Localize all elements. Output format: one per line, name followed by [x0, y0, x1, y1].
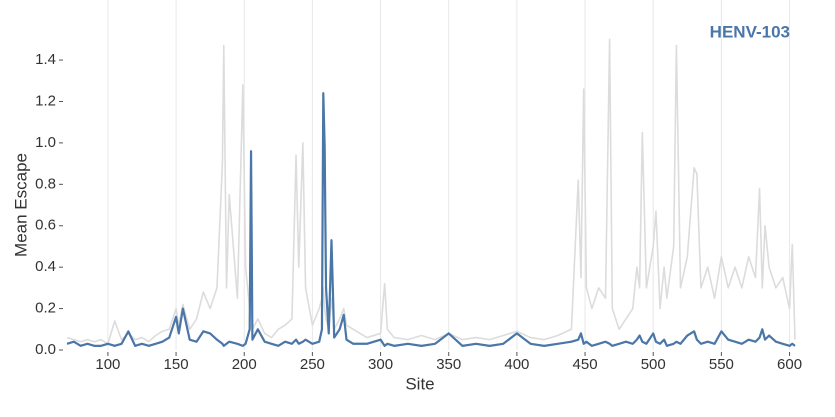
- y-axis-label: Mean Escape: [11, 153, 30, 257]
- y-tick-label: 1.4: [35, 51, 56, 68]
- x-tick-label: 100: [95, 356, 120, 373]
- x-tick-label: 350: [436, 356, 461, 373]
- y-tick-label: 0.4: [35, 258, 56, 275]
- series-line: [66, 92, 796, 347]
- y-tick-label: 1.0: [35, 134, 56, 151]
- x-tick-label: 500: [641, 356, 666, 373]
- x-tick-label: 400: [504, 356, 529, 373]
- y-tick-label: 0.0: [35, 341, 56, 358]
- x-tick-label: 150: [164, 356, 189, 373]
- x-axis-label: Site: [405, 374, 434, 393]
- x-tick-label: 300: [368, 356, 393, 373]
- y-tick-label: 0.8: [35, 175, 56, 192]
- x-tick-label: 200: [232, 356, 257, 373]
- series-line: [66, 38, 796, 345]
- x-tick-label: 450: [573, 356, 598, 373]
- y-tick-label: 0.6: [35, 217, 56, 234]
- y-tick-label: 0.2: [35, 300, 56, 317]
- x-tick-label: 550: [709, 356, 734, 373]
- y-tick-label: 1.2: [35, 92, 56, 109]
- legend-label: HENV-103: [710, 22, 790, 41]
- x-tick-label: 250: [300, 356, 325, 373]
- x-tick-label: 600: [777, 356, 802, 373]
